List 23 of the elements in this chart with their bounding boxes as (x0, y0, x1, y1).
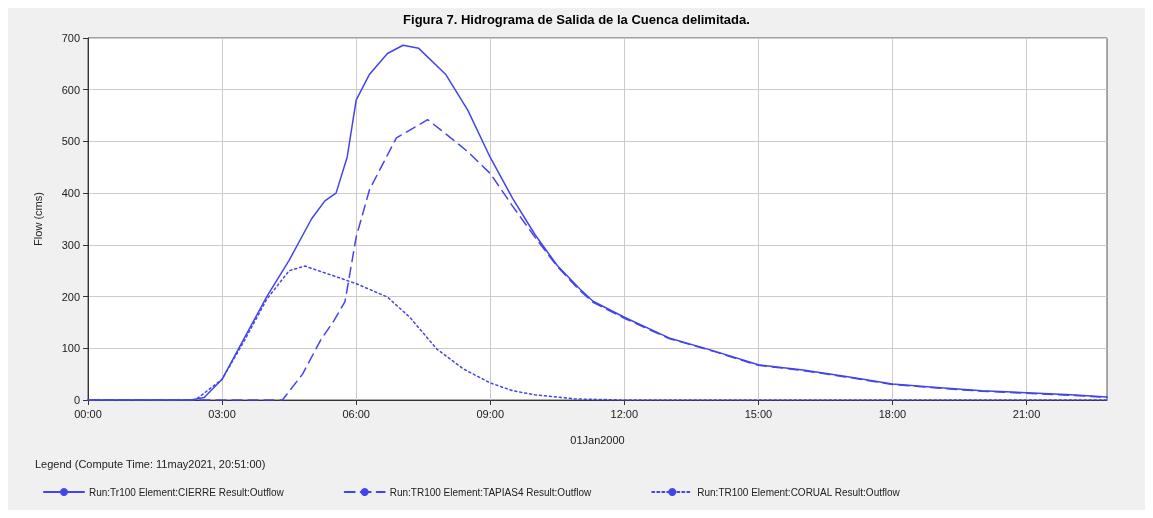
y-tick-label: 400 (61, 187, 80, 200)
x-tick-label: 06:00 (342, 407, 370, 420)
x-tick-label: 09:00 (476, 407, 504, 420)
x-axis-title: 01Jan2000 (570, 433, 625, 446)
legend-label: Run:TR100 Element:CORUAL Result:Outflow (697, 486, 901, 498)
x-tick-label: 15:00 (744, 407, 773, 420)
y-tick-label: 300 (61, 238, 80, 251)
x-tick-label: 03:00 (208, 407, 236, 420)
x-tick-label: 00:00 (74, 407, 102, 420)
x-tick-label: 12:00 (610, 407, 639, 420)
y-axis-title: Flow (cms) (31, 192, 44, 246)
y-tick-label: 0 (73, 394, 80, 406)
y-tick-label: 700 (61, 32, 80, 44)
legend-label: Run:Tr100 Element:CIERRE Result:Outflow (89, 486, 285, 498)
x-tick-label: 18:00 (878, 407, 907, 420)
chart-title: Figura 7. Hidrograma de Salida de la Cuenca delimitada. (403, 12, 750, 27)
y-tick-label: 100 (61, 342, 80, 355)
y-tick-label: 500 (61, 135, 80, 148)
legend-label: Run:TR100 Element:TAPIAS4 Result:Outflow (389, 486, 593, 498)
y-tick-label: 600 (61, 83, 80, 96)
x-tick-label: 21:00 (1012, 407, 1041, 420)
y-tick-label: 200 (61, 290, 80, 303)
legend-title: Legend (Compute Time: 11may2021, 20:51:00) (35, 457, 266, 470)
